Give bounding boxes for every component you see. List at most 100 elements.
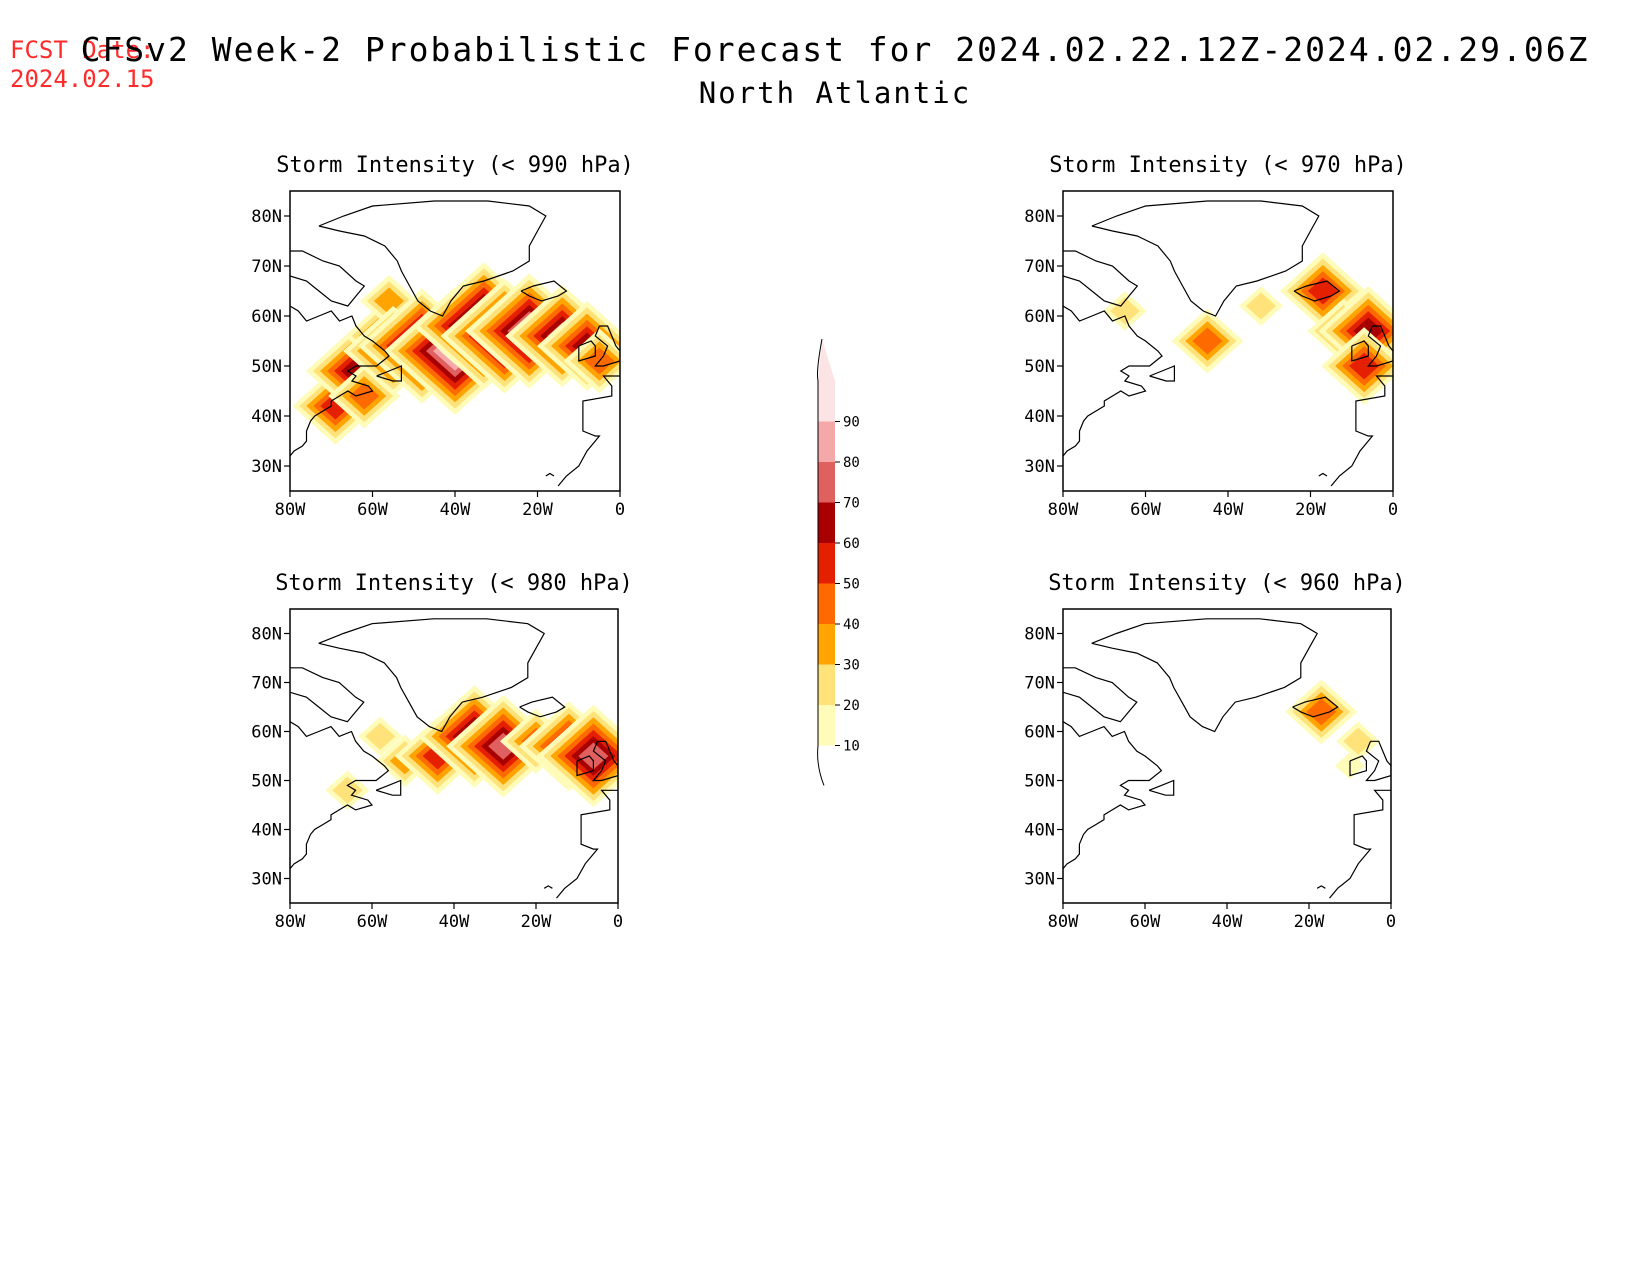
lon-tick-label: 0 xyxy=(615,500,625,520)
coastline xyxy=(1329,789,1391,899)
probability-shading xyxy=(292,262,620,445)
coastline xyxy=(1063,250,1139,307)
colorbar-label: 70 xyxy=(843,496,860,512)
lat-tick-label: 70N xyxy=(251,257,282,277)
panel-title: Storm Intensity (< 990 hPa) xyxy=(276,153,634,178)
lat-tick-label: 80N xyxy=(1024,625,1055,645)
lon-tick-label: 0 xyxy=(1388,500,1398,520)
colorbar-segment xyxy=(818,502,835,543)
coastline xyxy=(519,696,566,718)
probability-cell xyxy=(1246,292,1276,320)
colorbar-outline xyxy=(817,338,825,786)
probability-cell xyxy=(365,722,396,750)
lat-tick-label: 30N xyxy=(251,870,282,890)
colorbar-label: 40 xyxy=(843,617,860,633)
lon-tick-label: 60W xyxy=(357,912,388,932)
lon-tick-label: 20W xyxy=(1295,500,1326,520)
lon-tick-label: 20W xyxy=(522,500,553,520)
colorbar-segment xyxy=(818,664,835,705)
coastline xyxy=(1349,755,1367,777)
coastline xyxy=(1316,885,1326,889)
coastline xyxy=(318,200,547,317)
coastline xyxy=(576,755,594,777)
lon-tick-label: 80W xyxy=(275,500,306,520)
probability-cell xyxy=(1192,327,1223,355)
lat-tick-label: 50N xyxy=(1024,772,1055,792)
lat-tick-label: 30N xyxy=(1024,870,1055,890)
coastlines xyxy=(290,618,618,899)
page-title: CFSv2 Week-2 Probabilistic Forecast for … xyxy=(80,30,1590,69)
colorbar-label: 60 xyxy=(843,536,860,552)
coastline xyxy=(290,721,390,870)
lat-tick-label: 80N xyxy=(251,207,282,227)
coastline xyxy=(543,885,553,889)
probability-shading xyxy=(325,685,618,811)
probability-cell xyxy=(578,742,609,770)
lon-tick-label: 80W xyxy=(1048,912,1079,932)
colorbar-segment xyxy=(818,381,835,422)
colorbar-segment xyxy=(818,705,835,746)
coastline xyxy=(520,280,568,302)
lat-tick-label: 50N xyxy=(251,357,282,377)
probability-cell xyxy=(1343,727,1374,755)
coastlines xyxy=(1063,200,1393,487)
map-panel: Storm Intensity (< 990 hPa) 80W 60W 40W 20W 0… xyxy=(251,153,634,520)
lat-tick-label: 50N xyxy=(1024,357,1055,377)
lat-tick-label: 70N xyxy=(1024,674,1055,694)
coastline xyxy=(1351,340,1369,362)
coastline xyxy=(1318,472,1328,477)
colorbar-label: 30 xyxy=(843,658,860,674)
map-panel: Storm Intensity (< 980 hPa) 80W 60W 40W 20W 0… xyxy=(251,571,633,932)
forecast-date-caption: FCST Date: xyxy=(10,36,155,64)
coastlines xyxy=(1063,618,1391,899)
probability-cell xyxy=(332,776,363,804)
lat-tick-label: 30N xyxy=(251,457,282,477)
lon-tick-label: 40W xyxy=(1212,912,1243,932)
lon-tick-label: 40W xyxy=(1213,500,1244,520)
lon-tick-label: 20W xyxy=(521,912,552,932)
colorbar-segment xyxy=(818,583,835,624)
colorbar-segment xyxy=(818,421,835,462)
lat-tick-label: 50N xyxy=(251,772,282,792)
probability-cell xyxy=(1306,698,1337,726)
lon-tick-label: 40W xyxy=(440,500,471,520)
lat-tick-label: 60N xyxy=(251,723,282,743)
page-subtitle: North Atlantic xyxy=(698,76,972,110)
lat-tick-label: 40N xyxy=(1024,821,1055,841)
coastline xyxy=(592,740,618,782)
coastline xyxy=(1091,200,1320,317)
coastline xyxy=(1063,721,1163,870)
lon-tick-label: 60W xyxy=(1130,500,1161,520)
coastlines xyxy=(290,200,620,487)
coastline xyxy=(545,472,555,477)
colorbar-segment xyxy=(818,462,835,503)
lat-tick-label: 60N xyxy=(1024,307,1055,327)
lon-tick-label: 0 xyxy=(613,912,623,932)
colorbar-segment xyxy=(818,543,835,584)
coastline xyxy=(290,305,390,457)
map-frame xyxy=(1062,608,1392,904)
coastline xyxy=(290,250,366,307)
coastline xyxy=(1091,618,1319,733)
lat-tick-label: 60N xyxy=(1024,723,1055,743)
coastline xyxy=(1367,325,1393,367)
panel-title: Storm Intensity (< 980 hPa) xyxy=(275,571,633,596)
colorbar-label: 50 xyxy=(843,577,860,593)
lat-tick-label: 80N xyxy=(1024,207,1055,227)
probability-cell xyxy=(374,287,404,315)
coastline xyxy=(375,779,402,796)
colorbar-extension-top xyxy=(818,339,835,381)
coastline xyxy=(318,618,546,733)
coastline xyxy=(578,340,596,362)
lat-tick-label: 40N xyxy=(251,407,282,427)
colorbar-label: 10 xyxy=(843,739,860,755)
coastline xyxy=(376,365,402,382)
map-panel: Storm Intensity (< 970 hPa) 80W 60W 40W 20W 0… xyxy=(1024,153,1407,520)
lat-tick-label: 70N xyxy=(1024,257,1055,277)
lat-tick-label: 30N xyxy=(1024,457,1055,477)
coastline xyxy=(1063,667,1138,723)
lon-tick-label: 80W xyxy=(1048,500,1079,520)
map-panel: Storm Intensity (< 960 hPa) 80W 60W 40W 20W 0… xyxy=(1024,571,1406,932)
forecast-date-label: FCST Date: 2024.02.15 xyxy=(10,36,155,94)
coastline xyxy=(1148,779,1175,796)
